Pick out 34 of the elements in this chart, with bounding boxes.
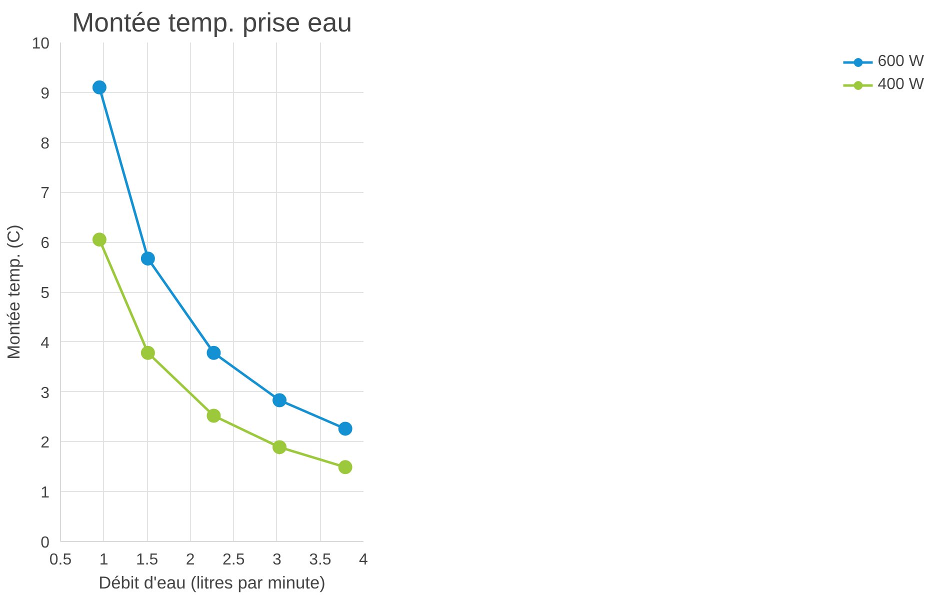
- point: [206, 346, 221, 360]
- y-tick-label: 1: [40, 484, 50, 502]
- y-tick-label: 9: [40, 85, 50, 102]
- x-tick-label: 4: [359, 552, 368, 568]
- point: [92, 80, 106, 94]
- point: [338, 422, 352, 436]
- y-tick-label: 10: [32, 36, 50, 52]
- legend-label: 600 W: [878, 53, 924, 71]
- y-tick-label: 6: [40, 235, 50, 252]
- y-tick-label: 5: [40, 285, 50, 302]
- x-tick-label: 1: [99, 552, 108, 568]
- point: [140, 252, 155, 266]
- y-tick-label: 0: [40, 534, 50, 552]
- x-tick-label: 2: [186, 552, 195, 568]
- x-axis-title: Débit d'eau (litres par minute): [98, 572, 326, 592]
- y-tick-label: 3: [40, 384, 50, 402]
- x-tick-label: 3.5: [309, 552, 332, 568]
- y-tick-label: 7: [40, 185, 50, 202]
- y-tick-label: 2: [40, 434, 50, 452]
- x-tick-label: 3: [272, 552, 282, 568]
- legend-label: 400 W: [878, 76, 924, 94]
- chart-title: Montée temp. prise eau: [72, 8, 352, 38]
- y-tick-label: 4: [40, 334, 50, 352]
- point: [206, 408, 221, 423]
- point: [272, 393, 287, 408]
- point: [338, 460, 352, 474]
- x-tick-label: 2.5: [222, 552, 245, 568]
- x-tick-label: 1.5: [136, 552, 158, 568]
- y-axis-title: Montée temp. (C): [4, 224, 24, 360]
- point: [140, 346, 155, 360]
- x-tick-label: 0.5: [49, 552, 72, 568]
- point: [272, 440, 287, 454]
- y-tick-label: 8: [40, 135, 50, 152]
- point: [92, 232, 106, 247]
